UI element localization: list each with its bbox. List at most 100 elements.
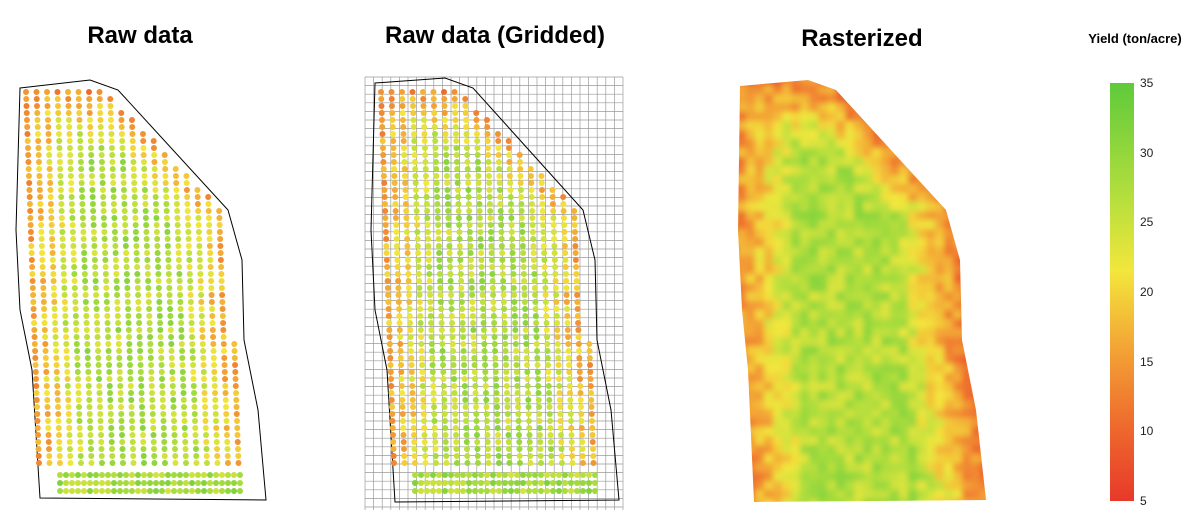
yield-point — [467, 243, 474, 249]
yield-point — [439, 348, 446, 354]
yield-point — [224, 439, 231, 445]
yield-point — [213, 488, 219, 494]
yield-point — [431, 131, 438, 137]
yield-point — [42, 334, 49, 340]
raster-cell — [863, 499, 873, 502]
yield-point — [478, 250, 485, 256]
raster-cell — [863, 481, 873, 491]
yield-point — [567, 404, 574, 410]
raster-cell — [935, 391, 945, 401]
raster-cell — [989, 454, 999, 464]
raster-cell — [980, 256, 986, 266]
yield-point — [151, 173, 158, 179]
raster-cell — [926, 454, 936, 464]
yield-point — [63, 480, 69, 486]
yield-point — [473, 124, 480, 130]
raster-cell — [773, 427, 783, 437]
raster-cell — [728, 319, 738, 329]
yield-point — [398, 383, 405, 389]
raster-cell — [890, 103, 900, 113]
raster-cell — [944, 229, 954, 239]
yield-point — [483, 411, 490, 417]
yield-point — [532, 306, 539, 312]
yield-point — [534, 362, 541, 368]
raster-cell — [764, 193, 774, 203]
raster-cell — [989, 328, 999, 338]
raster-cell — [791, 211, 801, 221]
raster-cell — [899, 112, 909, 122]
yield-point — [148, 383, 155, 389]
raster-cell — [935, 427, 945, 437]
yield-point — [479, 278, 486, 284]
yield-point — [503, 383, 510, 389]
yield-point — [384, 285, 391, 291]
raster-cell — [773, 319, 783, 329]
yield-point — [378, 117, 385, 123]
yield-point — [166, 278, 173, 284]
yield-point — [45, 138, 52, 144]
raster-cell — [935, 292, 945, 302]
yield-point — [133, 236, 140, 242]
yield-point — [410, 110, 417, 116]
raster-cell — [836, 211, 846, 221]
yield-point — [159, 390, 166, 396]
raster-cell — [746, 337, 756, 347]
raster-cell — [944, 328, 954, 338]
yield-point — [455, 215, 462, 221]
raster-cell — [935, 184, 945, 194]
yield-point — [93, 299, 100, 305]
raster-cell — [989, 409, 999, 419]
yield-point — [134, 278, 141, 284]
yield-point — [139, 425, 146, 431]
yield-point — [158, 369, 165, 375]
raster-cell — [944, 445, 954, 455]
raster-cell — [764, 112, 774, 122]
yield-point — [542, 292, 549, 298]
raster-cell — [746, 508, 756, 515]
raster-cell — [899, 472, 909, 482]
yield-point — [453, 145, 460, 151]
yield-point — [120, 173, 127, 179]
raster-cell — [944, 310, 954, 320]
raster-cell — [881, 337, 891, 347]
yield-point — [231, 355, 238, 361]
raster-cell — [863, 238, 873, 248]
yield-point — [69, 208, 76, 214]
yield-point — [523, 334, 530, 340]
yield-point — [82, 299, 89, 305]
yield-point — [534, 355, 541, 361]
raster-cell — [962, 265, 972, 275]
yield-point — [127, 383, 134, 389]
yield-point — [490, 299, 497, 305]
yield-point — [392, 201, 399, 207]
yield-point — [388, 376, 395, 382]
raster-cell — [881, 454, 891, 464]
yield-point — [418, 480, 424, 486]
yield-point — [419, 376, 426, 382]
yield-point — [153, 215, 160, 221]
raster-cell — [773, 436, 783, 446]
yield-point — [233, 390, 240, 396]
raster-cell — [899, 184, 909, 194]
raster-cell — [854, 256, 864, 266]
yield-point — [112, 236, 119, 242]
yield-point — [34, 124, 41, 130]
yield-point — [104, 313, 111, 319]
yield-point — [189, 348, 196, 354]
yield-point — [44, 411, 51, 417]
yield-point — [76, 124, 83, 130]
yield-point — [415, 257, 422, 263]
raster-cell — [917, 184, 927, 194]
yield-point — [552, 264, 559, 270]
yield-point — [531, 278, 538, 284]
yield-point — [203, 439, 210, 445]
yield-point — [409, 390, 416, 396]
yield-point — [454, 166, 461, 172]
yield-point — [579, 460, 586, 466]
yield-point — [538, 488, 544, 494]
yield-point — [192, 425, 199, 431]
yield-point — [409, 103, 416, 109]
yield-point — [550, 488, 556, 494]
raster-cell — [953, 364, 963, 374]
yield-point — [205, 201, 212, 207]
